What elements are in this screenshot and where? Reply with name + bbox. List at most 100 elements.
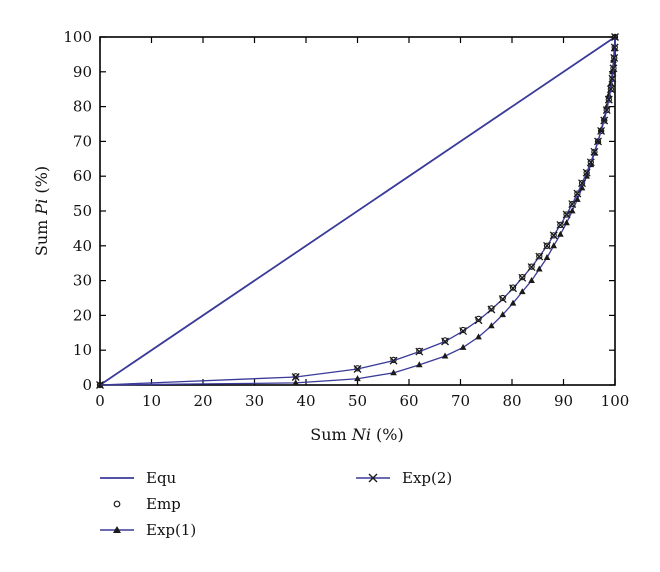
x-tick-label: 90 <box>554 392 573 410</box>
data-point-exp2 <box>474 316 483 325</box>
legend-swatch-exp2-marker <box>368 473 378 483</box>
data-point-exp2 <box>611 33 619 41</box>
legend-label-equ: Equ <box>146 469 177 487</box>
data-point-exp1 <box>416 361 423 368</box>
y-tick-label: 40 <box>73 237 92 255</box>
x-tick-label: 0 <box>95 392 105 410</box>
legend-swatch-exp1-marker <box>113 526 121 533</box>
data-point-exp1 <box>390 369 397 376</box>
legend-item-emp: Emp <box>113 495 181 513</box>
data-point-exp2 <box>459 327 468 336</box>
y-tick-label: 70 <box>73 132 92 150</box>
y-tick-label: 90 <box>73 63 92 81</box>
data-point-exp2 <box>527 263 536 271</box>
data-point-exp1 <box>528 277 535 283</box>
data-point-exp1 <box>550 242 558 249</box>
series-equ <box>99 36 616 386</box>
y-axis: 0 10 20 30 40 50 60 70 80 90 100 <box>63 28 615 394</box>
data-point-exp2 <box>353 365 362 373</box>
y-tick-label: 60 <box>73 167 92 185</box>
legend-item-exp2: Exp(2) <box>356 469 452 487</box>
data-point-exp2 <box>389 356 398 365</box>
data-point-exp1 <box>488 322 495 329</box>
legend-label-exp1: Exp(1) <box>146 521 196 539</box>
legend-swatch-emp <box>113 500 121 508</box>
series-exp2 <box>96 33 619 389</box>
data-point-exp1 <box>568 207 576 214</box>
data-point-exp2 <box>600 116 609 125</box>
data-point-exp1 <box>509 299 517 306</box>
data-point-exp1 <box>354 375 361 382</box>
x-tick-label: 30 <box>245 392 264 410</box>
y-tick-label: 0 <box>82 376 92 394</box>
data-point-exp2 <box>562 210 571 219</box>
data-point-exp2 <box>582 168 591 177</box>
data-point-exp2 <box>610 43 619 52</box>
data-point-exp2 <box>96 381 104 389</box>
data-point-exp2 <box>535 252 544 261</box>
data-point-exp2 <box>594 137 602 146</box>
data-point-exp2 <box>610 53 619 62</box>
series-line-equ <box>99 36 616 386</box>
data-point-exp2 <box>556 220 565 229</box>
data-point-exp2 <box>608 74 617 83</box>
data-point-exp1 <box>499 311 507 318</box>
data-point-exp2 <box>568 200 577 208</box>
data-point-exp2 <box>291 373 300 381</box>
data-point-exp2 <box>509 284 517 293</box>
data-point-exp1 <box>543 254 551 261</box>
y-tick-label: 10 <box>73 341 92 359</box>
data-point-exp1 <box>578 184 586 191</box>
legend-item-equ: Equ <box>100 469 177 487</box>
x-tick-label: 100 <box>601 392 630 410</box>
data-point-exp2 <box>597 127 606 135</box>
data-point-exp1 <box>609 68 616 75</box>
y-axis-title: Sum Pi (%) <box>32 166 51 256</box>
data-point-exp1 <box>441 352 449 359</box>
y-tick-label: 20 <box>73 306 92 324</box>
x-axis: 0 10 20 30 40 50 60 70 80 90 100 <box>95 37 629 410</box>
x-tick-label: 60 <box>399 392 418 410</box>
data-point-exp1 <box>607 80 615 87</box>
data-point-exp2 <box>487 305 496 314</box>
x-tick-label: 10 <box>142 392 161 410</box>
y-tick-label: 50 <box>73 202 92 220</box>
data-point-exp1 <box>535 265 543 272</box>
data-point-exp2 <box>549 231 558 240</box>
data-point-exp1 <box>563 219 570 226</box>
data-point-exp1 <box>557 230 564 237</box>
data-point-exp1 <box>605 91 613 98</box>
legend-label-exp2: Exp(2) <box>402 469 452 487</box>
data-point-exp2 <box>543 241 551 250</box>
data-point-exp1 <box>475 333 482 340</box>
data-point-exp2 <box>415 347 424 356</box>
data-point-exp1 <box>519 288 526 295</box>
plot-area <box>96 33 619 389</box>
x-tick-label: 50 <box>348 392 367 410</box>
legend: Equ Emp Exp(1) Exp(2) <box>100 469 452 539</box>
legend-label-emp: Emp <box>146 495 181 513</box>
data-point-exp2 <box>602 106 611 115</box>
data-point-exp2 <box>606 85 615 94</box>
data-point-exp2 <box>498 295 507 304</box>
y-tick-label: 30 <box>73 272 92 290</box>
data-point-exp2 <box>573 189 582 198</box>
x-tick-label: 80 <box>502 392 521 410</box>
data-point-exp2 <box>590 147 599 156</box>
y-tick-label: 80 <box>73 98 92 116</box>
x-tick-label: 40 <box>296 392 315 410</box>
data-point-exp2 <box>518 273 527 282</box>
data-point-emp <box>499 294 506 302</box>
data-point-exp1 <box>574 195 581 202</box>
data-point-exp1 <box>459 343 467 350</box>
data-point-exp1 <box>292 379 299 386</box>
x-tick-label: 20 <box>193 392 212 410</box>
data-point-exp2 <box>586 158 595 167</box>
data-point-exp2 <box>578 179 586 188</box>
data-point-exp2 <box>609 64 618 73</box>
legend-item-exp1: Exp(1) <box>100 521 196 539</box>
x-tick-label: 70 <box>451 392 470 410</box>
data-point-exp2 <box>604 95 613 104</box>
data-point-exp1 <box>603 103 611 109</box>
